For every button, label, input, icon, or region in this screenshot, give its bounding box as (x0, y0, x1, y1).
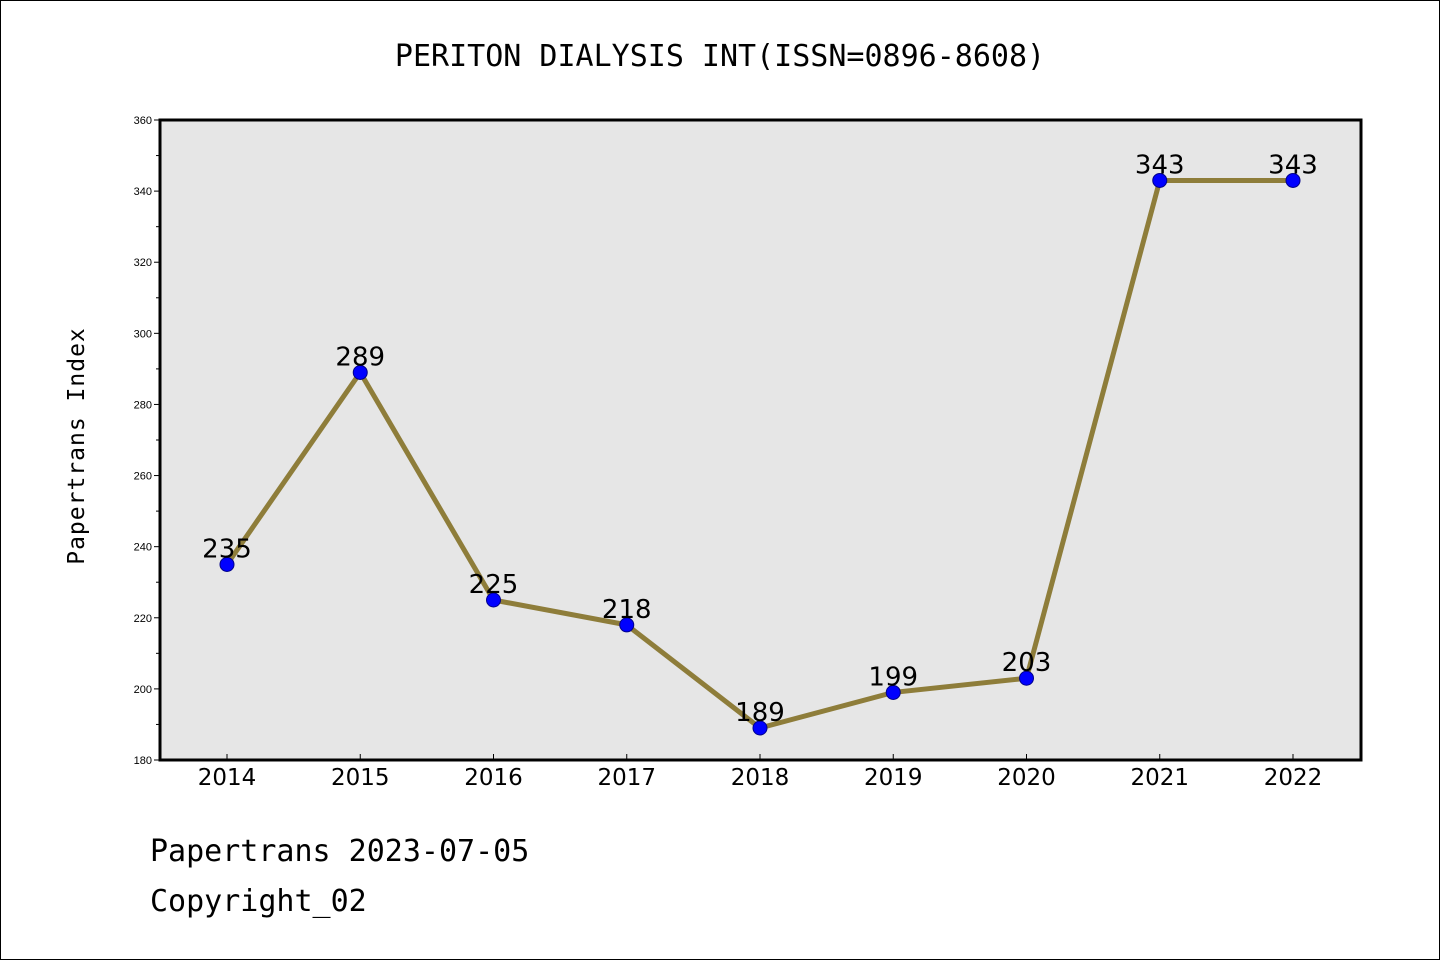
x-tick-label: 2019 (864, 765, 923, 791)
y-tick-label: 200 (134, 684, 152, 696)
data-point (219, 556, 235, 572)
y-tick-label: 240 (134, 542, 152, 554)
data-label: 189 (735, 698, 785, 728)
data-point (1019, 670, 1034, 686)
y-tick-label: 360 (134, 115, 152, 127)
data-label: 203 (1002, 648, 1052, 678)
data-label: 225 (469, 570, 519, 600)
data-label: 343 (1268, 150, 1318, 180)
data-label: 199 (868, 662, 918, 692)
y-tick-label: 220 (134, 613, 152, 625)
footer-date: Papertrans 2023-07-05 (150, 834, 530, 869)
data-point (1285, 172, 1301, 188)
y-tick-label: 340 (134, 186, 152, 198)
y-tick-label: 280 (134, 399, 152, 411)
y-axis: 180 200 220 240 260 280 300 320 340 360 (134, 115, 160, 767)
x-tick-label: 2020 (997, 765, 1056, 791)
data-point (1152, 172, 1168, 188)
x-axis: 2014 2015 2016 2017 2018 2019 2020 2021 2022 (198, 754, 1323, 791)
x-tick-label: 2015 (331, 765, 390, 791)
data-point (619, 617, 635, 633)
x-tick-label: 2018 (731, 765, 790, 791)
x-tick-label: 2022 (1264, 765, 1323, 791)
x-tick-label: 2021 (1130, 765, 1189, 791)
x-tick-label: 2016 (464, 765, 523, 791)
y-tick-label: 300 (134, 328, 152, 340)
data-label: 343 (1135, 150, 1185, 180)
data-label: 235 (202, 534, 252, 564)
y-axis-label: Papertrans Index (64, 327, 90, 565)
y-tick-label: 180 (134, 755, 152, 767)
plot-area (160, 120, 1361, 760)
data-label: 218 (602, 595, 652, 625)
data-point (752, 720, 768, 736)
x-tick-label: 2014 (198, 765, 257, 791)
chart-title: PERITON DIALYSIS INT(ISSN=0896-8608) (395, 39, 1045, 74)
y-tick-label: 260 (134, 471, 152, 483)
data-point (486, 592, 501, 608)
data-label: 289 (335, 342, 385, 372)
data-point (885, 684, 901, 700)
x-tick-label: 2017 (597, 765, 656, 791)
series-group: 235 289 225 218 189 199 203 343 343 (202, 150, 1318, 736)
data-point (352, 364, 368, 380)
footer-copyright: Copyright_02 (150, 884, 367, 919)
plot-border (158, 118, 1363, 762)
y-tick-label: 320 (134, 257, 152, 269)
